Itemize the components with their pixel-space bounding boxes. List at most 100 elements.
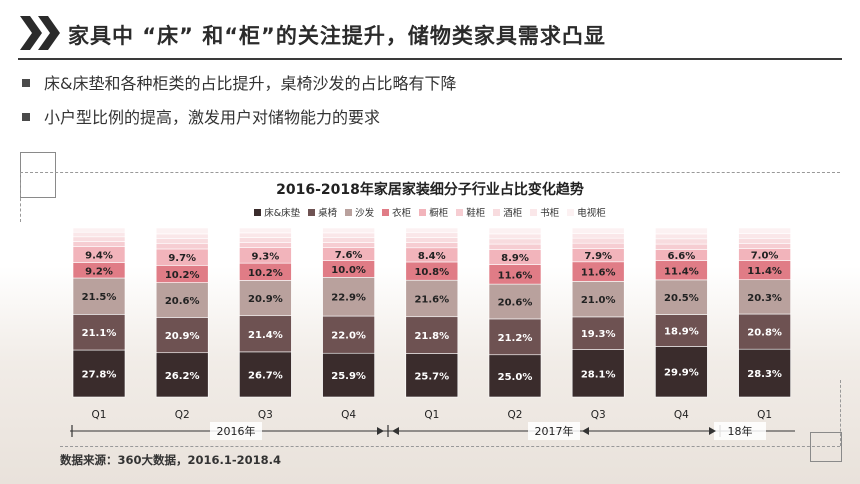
data-label: 11.6% <box>498 270 533 281</box>
bar-segment <box>239 242 292 248</box>
bar-segment <box>488 243 542 250</box>
bar-segment <box>738 233 791 239</box>
bar-segment <box>72 227 126 233</box>
data-label: 25.7% <box>414 371 449 382</box>
bar-segment <box>405 232 459 238</box>
bar-segment <box>488 227 542 235</box>
chart-title: 2016-2018年家居家装细分子行业占比变化趋势 <box>276 182 584 198</box>
data-label: 10.0% <box>331 265 366 276</box>
data-label: 20.6% <box>498 298 533 309</box>
chevron-right-icon <box>20 16 42 50</box>
group-label-background <box>528 422 580 440</box>
data-label: 9.2% <box>85 266 113 277</box>
bar-segment <box>738 243 791 249</box>
data-label: 18.9% <box>664 326 699 337</box>
legend-swatch <box>567 209 575 216</box>
square-bullet-icon <box>22 78 30 87</box>
legend-label: 衣柜 <box>392 208 412 219</box>
category-tick-label: Q3 <box>591 409 606 421</box>
data-label: 8.9% <box>501 253 529 264</box>
data-label: 11.4% <box>747 266 782 277</box>
category-tick-label: Q1 <box>92 409 107 421</box>
bullet-item: 小户型比例的提高，激发用户对储物能力的要求 <box>22 104 380 128</box>
bar-segment <box>155 243 209 250</box>
legend-label: 桌椅 <box>318 208 338 219</box>
data-label: 7.6% <box>335 250 363 261</box>
category-tick-label: Q4 <box>341 409 356 421</box>
chart-legend: 床&床垫 桌椅 沙发 衣柜 橱柜 鞋柜 酒柜 书柜 电视柜 <box>0 205 860 219</box>
bar-segment <box>155 238 209 245</box>
bar-segment <box>322 315 375 354</box>
bar-segment <box>72 314 126 351</box>
bar-segment <box>239 232 292 238</box>
data-label: 20.9% <box>165 331 200 342</box>
legend-item: 衣柜 <box>382 205 411 219</box>
category-tick-label: Q4 <box>674 409 689 421</box>
data-label: 8.4% <box>418 251 446 262</box>
legend-swatch <box>419 209 427 216</box>
legend-item: 桌椅 <box>308 205 337 219</box>
data-label: 9.7% <box>168 253 196 264</box>
bar-segment <box>322 237 375 243</box>
data-label: 20.3% <box>747 293 782 304</box>
bar-segment <box>239 237 292 243</box>
chevron-right-icon <box>38 16 60 50</box>
data-label: 21.5% <box>82 292 117 303</box>
header-divider <box>18 58 842 60</box>
bar-segment <box>488 238 542 245</box>
square-bullet-icon <box>22 112 30 121</box>
axis-arrow-icon <box>582 427 589 435</box>
bar-segment <box>571 233 625 239</box>
data-label: 20.8% <box>747 328 782 339</box>
data-label: 21.0% <box>581 295 616 306</box>
data-label: 26.2% <box>165 371 200 382</box>
data-label: 22.0% <box>331 331 366 342</box>
data-label: 21.8% <box>414 331 449 342</box>
bar-segment <box>655 233 708 240</box>
data-label: 28.1% <box>581 369 616 380</box>
bar-segment <box>322 242 375 248</box>
legend-swatch <box>308 209 316 216</box>
legend-label: 沙发 <box>355 208 375 219</box>
page-title: 家具中 “床” 和“柜”的关注提升，储物类家具需求凸显 <box>68 24 606 48</box>
bar-segment <box>405 237 459 243</box>
category-tick-label: Q1 <box>757 409 772 421</box>
bar-segment <box>322 352 375 398</box>
data-label: 20.9% <box>248 294 283 305</box>
bar-segment <box>738 238 791 244</box>
category-tick-label: Q1 <box>424 409 439 421</box>
data-label: 21.4% <box>248 330 283 341</box>
data-label: 9.3% <box>252 251 280 262</box>
bullet-text: 床&床垫和各种柜类的占比提升，桌椅沙发的占比略有下降 <box>44 74 457 93</box>
bar-segment <box>322 232 375 238</box>
bar-segment <box>655 238 708 245</box>
bar-segment <box>155 233 209 239</box>
legend-item: 酒柜 <box>493 205 522 219</box>
data-label: 11.4% <box>664 266 699 277</box>
legend-label: 书柜 <box>540 208 560 219</box>
bar-segment <box>738 313 791 350</box>
data-label: 21.1% <box>82 328 117 339</box>
data-label: 21.6% <box>414 294 449 305</box>
bar-segment <box>405 242 459 249</box>
data-label: 10.2% <box>165 270 200 281</box>
data-label: 7.0% <box>751 251 779 262</box>
data-label: 26.7% <box>248 370 283 381</box>
legend-item: 橱柜 <box>419 205 448 219</box>
legend-label: 鞋柜 <box>466 208 486 219</box>
axis-arrow-icon <box>377 427 384 435</box>
bar-segment <box>405 316 459 354</box>
bar-segment <box>72 241 126 247</box>
data-label: 7.9% <box>584 251 612 262</box>
bar-segment <box>488 318 542 356</box>
bar-segment <box>405 279 459 318</box>
group-label: 2016年 <box>217 424 256 438</box>
legend-label: 电视柜 <box>577 208 606 219</box>
bullet-text: 小户型比例的提高，激发用户对储物能力的要求 <box>44 108 381 127</box>
legend-label: 酒柜 <box>503 208 523 219</box>
legend-swatch <box>382 209 390 216</box>
group-label-background <box>210 422 262 440</box>
data-label: 20.6% <box>165 296 200 307</box>
bar-segment <box>322 227 375 234</box>
